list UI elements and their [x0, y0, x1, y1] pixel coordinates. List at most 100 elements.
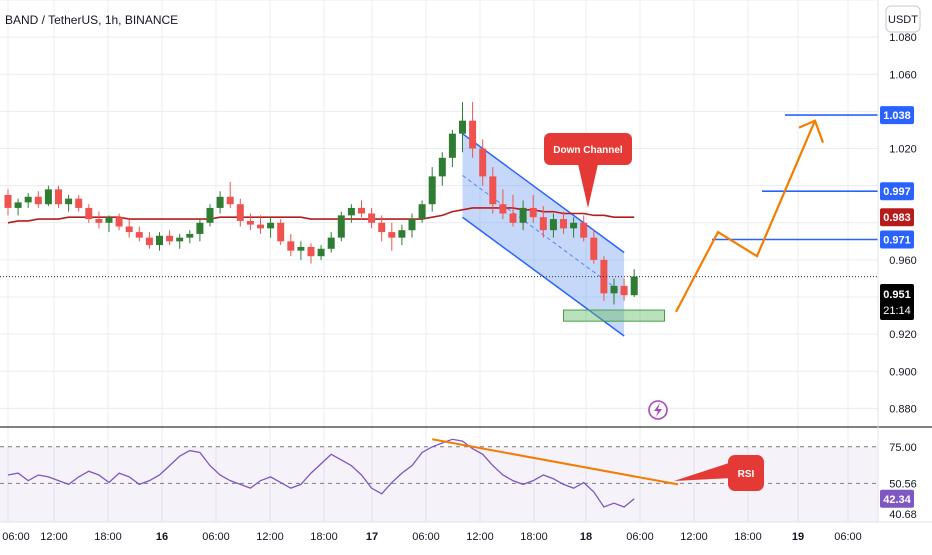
candle — [85, 204, 93, 223]
candle-body — [459, 120, 466, 134]
candle — [418, 200, 426, 223]
price-tick-label: 1.020 — [889, 144, 917, 156]
candle-body — [499, 204, 507, 214]
candle-body — [509, 213, 517, 223]
candle — [428, 167, 436, 212]
candle-body — [388, 232, 396, 238]
candle — [206, 204, 214, 227]
rsi-tick-label: 75.00 — [889, 442, 917, 454]
candle-body — [317, 248, 325, 257]
candle — [529, 194, 537, 223]
candle — [156, 232, 163, 251]
price-tags: 1.038 0.997 0.983 0.971 — [880, 106, 914, 249]
candle — [55, 185, 62, 208]
price-tag-label: 0.971 — [883, 234, 911, 246]
candle — [75, 194, 83, 212]
candle-body — [297, 246, 305, 251]
candle — [560, 211, 567, 234]
candle-body — [489, 176, 497, 205]
candle — [216, 191, 224, 214]
candle — [135, 226, 143, 242]
time-tick-label: 18:00 — [734, 531, 762, 543]
price-tick-label: 0.920 — [889, 329, 917, 341]
projection-arrow-head — [798, 119, 825, 144]
candle-body — [55, 189, 62, 205]
price-tick-label: 0.960 — [889, 255, 917, 267]
candle-body — [590, 237, 598, 260]
price-tick-label: 0.900 — [889, 366, 917, 378]
price-tag-box — [880, 208, 914, 227]
candle-body — [479, 148, 487, 177]
countdown-label: 21:14 — [883, 305, 911, 317]
time-tick-label: 06:00 — [202, 531, 230, 543]
candle — [590, 230, 598, 264]
candle — [479, 139, 487, 186]
candle-body — [277, 222, 285, 242]
rsi-callout-box — [728, 455, 764, 491]
candle-body — [580, 222, 588, 238]
candle — [398, 224, 406, 246]
down-channel-label: Down Channel — [553, 145, 623, 156]
candle-body — [438, 157, 446, 177]
candle-body — [14, 202, 22, 208]
candle-body — [529, 207, 537, 218]
candle — [186, 230, 194, 244]
candle — [267, 217, 275, 238]
lightning-icon[interactable] — [648, 400, 668, 420]
support-zone — [563, 309, 665, 322]
price-tag: 0.971 — [880, 230, 914, 249]
candle-body — [196, 222, 204, 234]
price-tag-label: 0.997 — [883, 186, 911, 198]
time-tick-label: 18 — [580, 531, 592, 543]
candle-body — [34, 196, 42, 205]
candle-body — [428, 176, 436, 205]
candle — [620, 278, 628, 301]
price-tick-label: 0.880 — [889, 403, 917, 415]
candle — [459, 102, 466, 153]
candle-body — [327, 237, 335, 249]
price-axis[interactable]: 1.080 1.060 1.020 0.960 0.920 0.900 0.880 — [889, 32, 917, 415]
rsi-axis[interactable]: 75.00 50.56 40.68 42.34 — [880, 442, 917, 521]
time-tick-label: 12:00 — [256, 531, 284, 543]
candle-body — [418, 204, 426, 220]
candle-body — [257, 224, 264, 229]
time-axis[interactable]: 06:00 12:00 18:00 16 06:00 12:00 18:00 17 06:00 1… — [2, 531, 862, 543]
candle-body — [267, 222, 275, 229]
currency-button[interactable]: USDT — [885, 5, 921, 33]
candle — [34, 191, 42, 208]
candle — [105, 215, 113, 233]
candle-body — [24, 196, 32, 203]
candle-body — [519, 207, 527, 223]
candle — [327, 232, 335, 253]
candle — [448, 129, 456, 168]
time-tick-label: 06:00 — [412, 531, 440, 543]
current-price-tag: 0.951 21:14 — [880, 284, 914, 320]
candle — [14, 198, 22, 216]
candle-body — [610, 285, 618, 294]
time-tick-label: 17 — [366, 531, 378, 543]
candle-body — [166, 235, 174, 242]
candle-body — [65, 198, 73, 205]
candle — [570, 217, 578, 238]
rsi-callout-pointer — [674, 462, 732, 481]
candle — [65, 194, 73, 212]
horizontal-levels — [712, 114, 878, 241]
current-price-label: 0.951 — [883, 289, 911, 301]
candle — [176, 233, 184, 249]
grid-layer — [0, 0, 878, 522]
rsi-current-tag-box — [880, 489, 914, 508]
candle — [408, 213, 416, 238]
candle — [630, 269, 638, 298]
rsi-tick-label: 50.56 — [889, 478, 917, 490]
candle-body — [570, 222, 578, 229]
candle — [166, 230, 174, 246]
candle-body — [145, 237, 153, 246]
candle — [236, 198, 244, 227]
symbol-title: BAND / TetherUS, 1h, BINANCE — [5, 13, 178, 27]
candle — [489, 167, 497, 214]
price-tag: 0.983 — [880, 208, 914, 227]
candle-body — [448, 133, 456, 158]
